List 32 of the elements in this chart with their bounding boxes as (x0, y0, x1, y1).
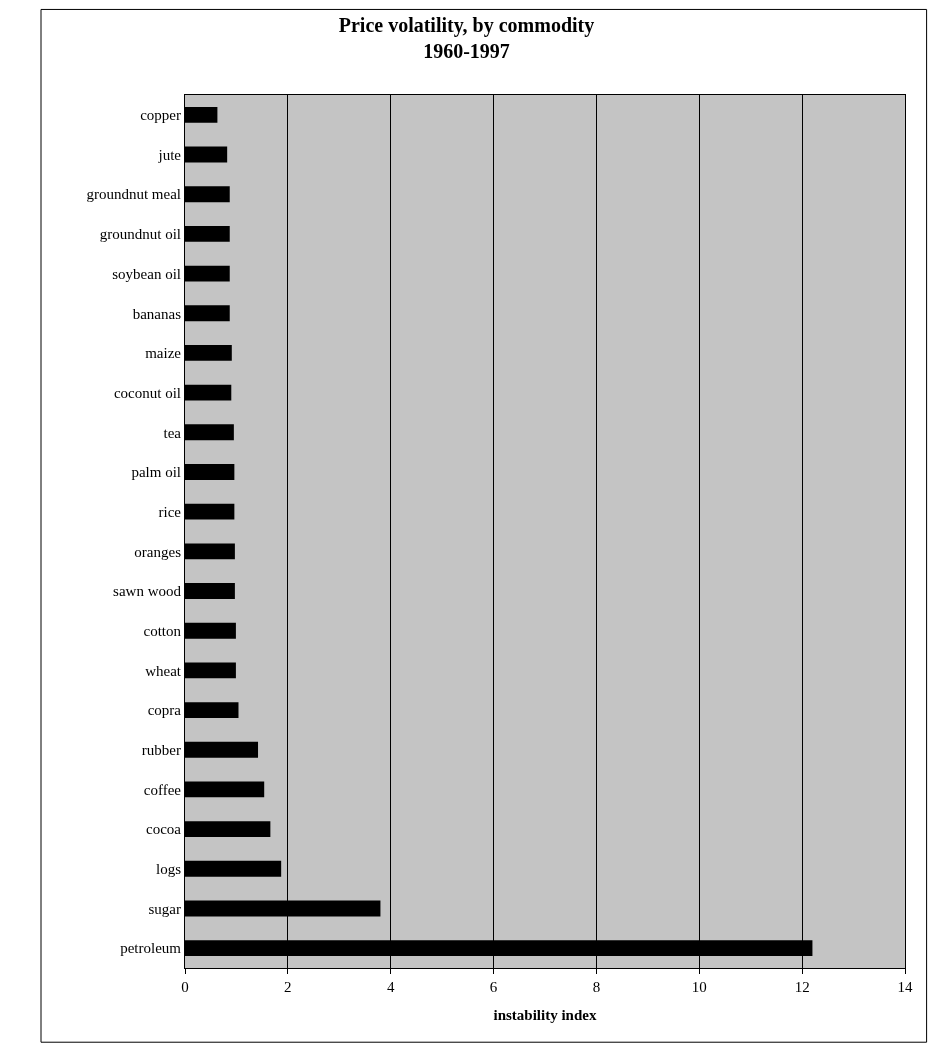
y-tick-label: bananas (132, 305, 182, 322)
y-tick-label: groundnut oil (99, 226, 181, 243)
y-tick-label: wheat (145, 662, 182, 679)
y-tick-label: rice (158, 503, 182, 520)
chart-title: Price volatility, by commodity 1960-1997 (338, 13, 595, 62)
x-axis-title: instability index (493, 1007, 597, 1023)
y-tick-label: palm oil (131, 464, 181, 481)
y-tick-label: groundnut meal (86, 186, 181, 203)
y-tick-label: rubber (141, 742, 181, 758)
y-tick-label: cocoa (146, 821, 182, 838)
x-tick-label: 2 (284, 979, 292, 995)
x-tick-label: 8 (592, 979, 601, 995)
y-tick-label: sugar (148, 900, 181, 917)
y-tick-label: copra (147, 702, 182, 719)
y-tick-label: oranges (134, 543, 182, 560)
x-tick-label: 12 (794, 979, 810, 995)
y-tick-label: maize (145, 345, 182, 362)
x-tick-label: 10 (691, 979, 707, 995)
y-tick-label: cotton (143, 622, 182, 639)
y-tick-label: jute (157, 146, 182, 163)
y-tick-label: coconut oil (113, 384, 181, 401)
x-tick-label: 14 (897, 979, 913, 995)
y-tick-label: logs (155, 861, 182, 878)
x-tick-label: 4 (386, 979, 395, 995)
x-tick-label: 0 (181, 979, 189, 995)
y-tick-label: sawn wood (113, 583, 182, 600)
y-tick-label: tea (163, 424, 182, 441)
y-tick-label: petroleum (120, 940, 182, 957)
y-tick-label: copper (140, 107, 181, 124)
x-tick-label: 6 (489, 979, 498, 995)
y-tick-label: soybean oil (112, 265, 181, 282)
y-tick-label: coffee (143, 781, 182, 798)
